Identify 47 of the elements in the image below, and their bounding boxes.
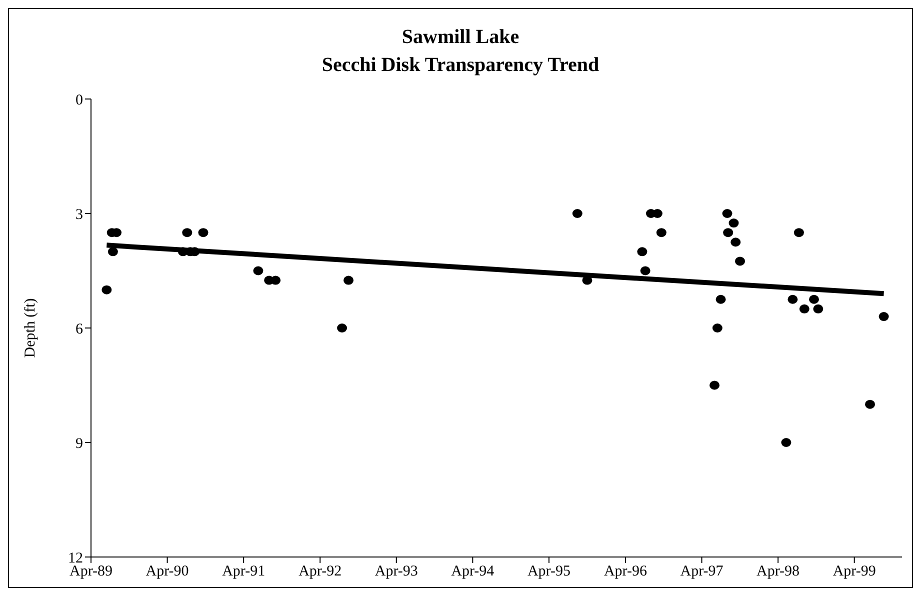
point: [794, 228, 804, 238]
point: [198, 228, 208, 238]
point: [723, 228, 734, 238]
x-tick-label: Apr-92: [298, 564, 342, 580]
x-tick-label: Apr-97: [680, 564, 724, 580]
point: [735, 256, 746, 266]
point: [640, 266, 650, 276]
y-tick-label: 9: [76, 436, 83, 452]
point: [722, 209, 732, 218]
y-tick-label: 12: [68, 550, 83, 566]
point: [865, 400, 876, 409]
point: [656, 228, 666, 238]
point: [799, 304, 810, 314]
y-tick-label: 0: [76, 92, 83, 108]
y-axis-title: Depth (ft): [22, 298, 38, 358]
point: [572, 209, 582, 218]
point: [813, 304, 824, 314]
y-tick-label: 3: [76, 206, 83, 223]
chart-title: Sawmill Lake Secchi Disk Transparency Trend: [320, 25, 600, 78]
y-tick-label: 6: [76, 321, 84, 338]
point: [788, 294, 798, 304]
x-tick-label: Apr-98: [756, 564, 800, 580]
point: [710, 380, 720, 390]
x-tick-label: Apr-89: [69, 564, 113, 580]
point: [270, 276, 281, 285]
point: [337, 324, 348, 332]
point: [253, 266, 264, 276]
point: [728, 218, 739, 228]
point: [344, 276, 354, 285]
x-tick-label: Apr-93: [374, 564, 418, 580]
point: [781, 438, 792, 447]
point: [809, 294, 819, 304]
point: [730, 238, 741, 247]
point: [637, 247, 648, 256]
point: [878, 312, 889, 322]
x-tick-label: Apr-90: [146, 564, 189, 580]
point: [102, 285, 112, 294]
point: [108, 247, 118, 256]
x-tick-label: Apr-95: [527, 564, 570, 580]
x-tick-label: Apr-94: [451, 564, 495, 580]
point: [182, 228, 192, 238]
point: [712, 324, 722, 332]
x-tick-label: Apr-91: [222, 564, 266, 580]
point: [582, 276, 592, 285]
x-tick-label: Apr-99: [832, 564, 876, 580]
point: [716, 294, 726, 304]
x-tick-label: Apr-96: [604, 564, 648, 580]
